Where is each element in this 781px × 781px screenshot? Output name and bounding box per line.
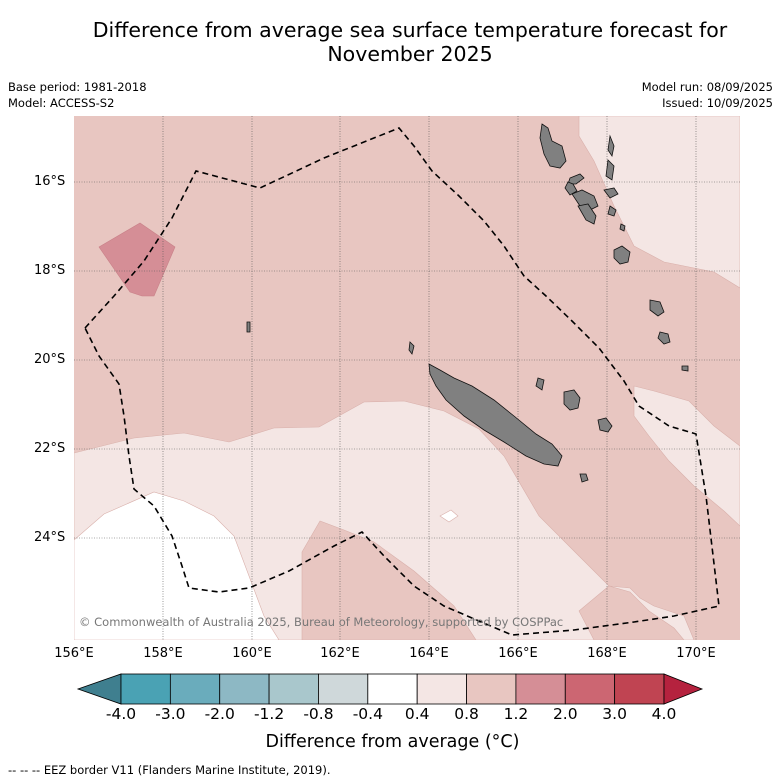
lon-label: 168°E [587, 646, 627, 661]
colorbar-cell [466, 673, 517, 705]
colorbar-tick-label: -0.8 [303, 705, 334, 723]
lon-label: 170°E [676, 646, 716, 661]
lat-label: 18°S [34, 263, 66, 278]
colorbar-tick-label: -4.0 [105, 705, 137, 723]
copyright-text: © Commonwealth of Australia 2025, Bureau… [79, 615, 563, 629]
colorbar-tick-label: -1.2 [253, 705, 285, 723]
colorbar-tick-label: 1.2 [503, 705, 529, 723]
model-name: Model: ACCESS-S2 [8, 96, 115, 110]
lat-label: 16°S [34, 174, 66, 189]
eez-border [84, 127, 720, 636]
lat-label: 24°S [34, 530, 66, 545]
colorbar-cell [120, 673, 171, 705]
colorbar-tick-label: 0.8 [454, 705, 479, 723]
loyalty-b [597, 417, 613, 433]
vanuatu-g [603, 187, 619, 199]
colorbar [76, 673, 704, 705]
gridlines [74, 116, 740, 640]
islet-a [246, 321, 251, 333]
meta-right: Model run: 08/09/2025 Issued: 10/09/2025 [642, 79, 773, 111]
lon-label: 158°E [143, 646, 183, 661]
sst-anomaly-map: © Commonwealth of Australia 2025, Bureau… [74, 116, 740, 640]
colorbar-cell [219, 673, 270, 705]
colorbar-label: Difference from average (°C) [265, 732, 520, 752]
colorbar-cell [564, 673, 616, 705]
colorbar-tick-label: -2.0 [204, 705, 235, 723]
islet-b [408, 341, 415, 355]
lon-label: 162°E [320, 646, 360, 661]
colorbar-cell [515, 673, 566, 705]
colorbar-tick-label: -0.4 [352, 705, 383, 723]
vanuatu-north [539, 123, 567, 169]
lon-label: 160°E [232, 646, 272, 661]
east-isle-a [649, 299, 665, 317]
colorbar-cell [614, 673, 665, 705]
vanuatu-b [607, 134, 615, 158]
lat-label: 20°S [34, 352, 66, 367]
anomaly-band-0.4-0.8-northeast [578, 116, 740, 289]
new-caledonia [428, 363, 563, 467]
vanuatu-i [613, 245, 631, 265]
meta-left: Base period: 1981-2018 Model: ACCESS-S2 [8, 79, 147, 111]
colorbar-cell [169, 673, 221, 705]
colorbar-cell [367, 673, 418, 705]
anomaly-band-0.4-0.8-east [633, 385, 740, 527]
map-title: Difference from average sea surface temp… [92, 18, 728, 66]
colorbar-tick-label: 0.4 [404, 705, 430, 723]
lon-label: 164°E [409, 646, 449, 661]
colorbar-extend-low [76, 673, 122, 705]
base-period: Base period: 1981-2018 [8, 80, 147, 94]
lat-label: 22°S [34, 441, 66, 456]
model-run: Model run: 08/09/2025 [641, 80, 773, 94]
matthew-isle [535, 377, 545, 391]
islet-c [619, 223, 626, 232]
colorbar-tick-label: 4.0 [651, 705, 677, 723]
colorbar-tick-label: 2.0 [552, 705, 578, 723]
vanuatu-d [605, 159, 615, 181]
eez-legend-note: -- -- -- EEZ border V11 (Flanders Marine… [8, 763, 331, 777]
colorbar-tick-label: -3.0 [155, 705, 186, 723]
loyalty-a [563, 389, 581, 411]
issued-date: Issued: 10/09/2025 [662, 96, 773, 110]
colorbar-tick-label: 3.0 [602, 705, 627, 723]
vanuatu-h [607, 205, 617, 217]
east-isle-c [681, 365, 689, 372]
colorbar-cell [268, 673, 319, 705]
land [246, 123, 689, 483]
anomaly-band-neutral-southwest [74, 491, 280, 640]
colorbar-cell [318, 673, 369, 705]
anomaly-band-neutral-islet [439, 509, 459, 523]
isle-pine [579, 473, 589, 483]
colorbar-extend-high [663, 673, 704, 705]
lon-label: 166°E [498, 646, 538, 661]
east-isle-b [657, 331, 671, 345]
vanuatu-f [577, 203, 597, 225]
colorbar-cell [416, 673, 467, 705]
lon-label: 156°E [54, 646, 94, 661]
anomaly-band-0.8-1.2-south [301, 520, 477, 640]
